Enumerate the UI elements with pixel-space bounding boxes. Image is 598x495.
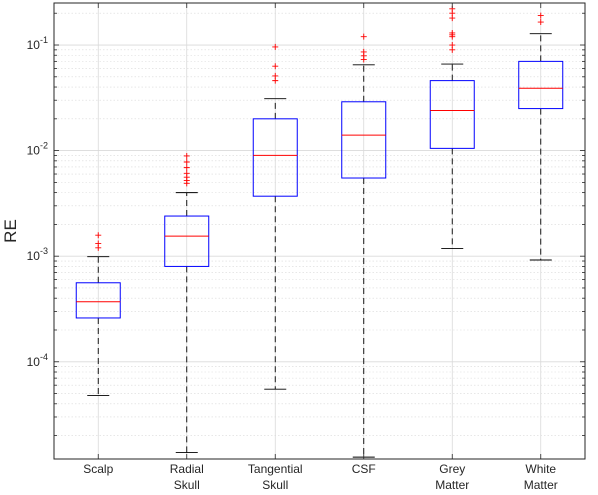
outlier-point bbox=[537, 19, 544, 26]
y-tick-label: 10-1 bbox=[27, 35, 48, 52]
x-tick-label: Tangential Skull bbox=[248, 462, 303, 492]
outlier-point bbox=[183, 152, 190, 159]
outlier-point bbox=[95, 240, 102, 247]
y-tick-label: 10-2 bbox=[27, 141, 48, 158]
plot-frame bbox=[53, 2, 586, 460]
x-tick-label: Grey Matter bbox=[435, 462, 469, 492]
outlier-point bbox=[95, 232, 102, 239]
box-group bbox=[518, 12, 564, 261]
iqr-box bbox=[75, 282, 121, 319]
iqr-box bbox=[518, 60, 564, 110]
box-group bbox=[75, 232, 121, 396]
outlier-point bbox=[449, 29, 456, 36]
outlier-point bbox=[272, 43, 279, 50]
x-tick-label: Radial Skull bbox=[170, 462, 204, 492]
box-group bbox=[429, 5, 475, 250]
outlier-point bbox=[183, 164, 190, 171]
outlier-point bbox=[183, 170, 190, 177]
box-group bbox=[341, 33, 387, 458]
outlier-point bbox=[272, 72, 279, 79]
x-tick-label: White Matter bbox=[524, 462, 558, 492]
outlier-point bbox=[360, 48, 367, 55]
plot-background bbox=[54, 3, 585, 459]
outlier-point bbox=[360, 33, 367, 40]
grid-layer bbox=[54, 3, 585, 459]
outlier-point bbox=[449, 42, 456, 49]
outlier-point bbox=[183, 158, 190, 165]
iqr-box bbox=[164, 215, 210, 267]
box-layer bbox=[75, 5, 564, 458]
y-tick-label: 10-3 bbox=[27, 246, 48, 263]
iqr-box bbox=[341, 101, 387, 179]
iqr-box bbox=[429, 80, 475, 149]
box-group bbox=[164, 152, 210, 454]
y-tick-label: 10-4 bbox=[27, 352, 48, 369]
outlier-point bbox=[537, 12, 544, 19]
tick-layer: 10-4 10-3 10-2 10-1 Scalp Radial Skull Tangenti… bbox=[27, 3, 585, 492]
iqr-box bbox=[252, 118, 298, 197]
y-axis-label: RE bbox=[1, 219, 20, 243]
x-tick-label: Scalp bbox=[83, 462, 113, 476]
outlier-point bbox=[272, 63, 279, 70]
x-tick-label: CSF bbox=[352, 462, 376, 476]
box-group bbox=[252, 43, 298, 390]
